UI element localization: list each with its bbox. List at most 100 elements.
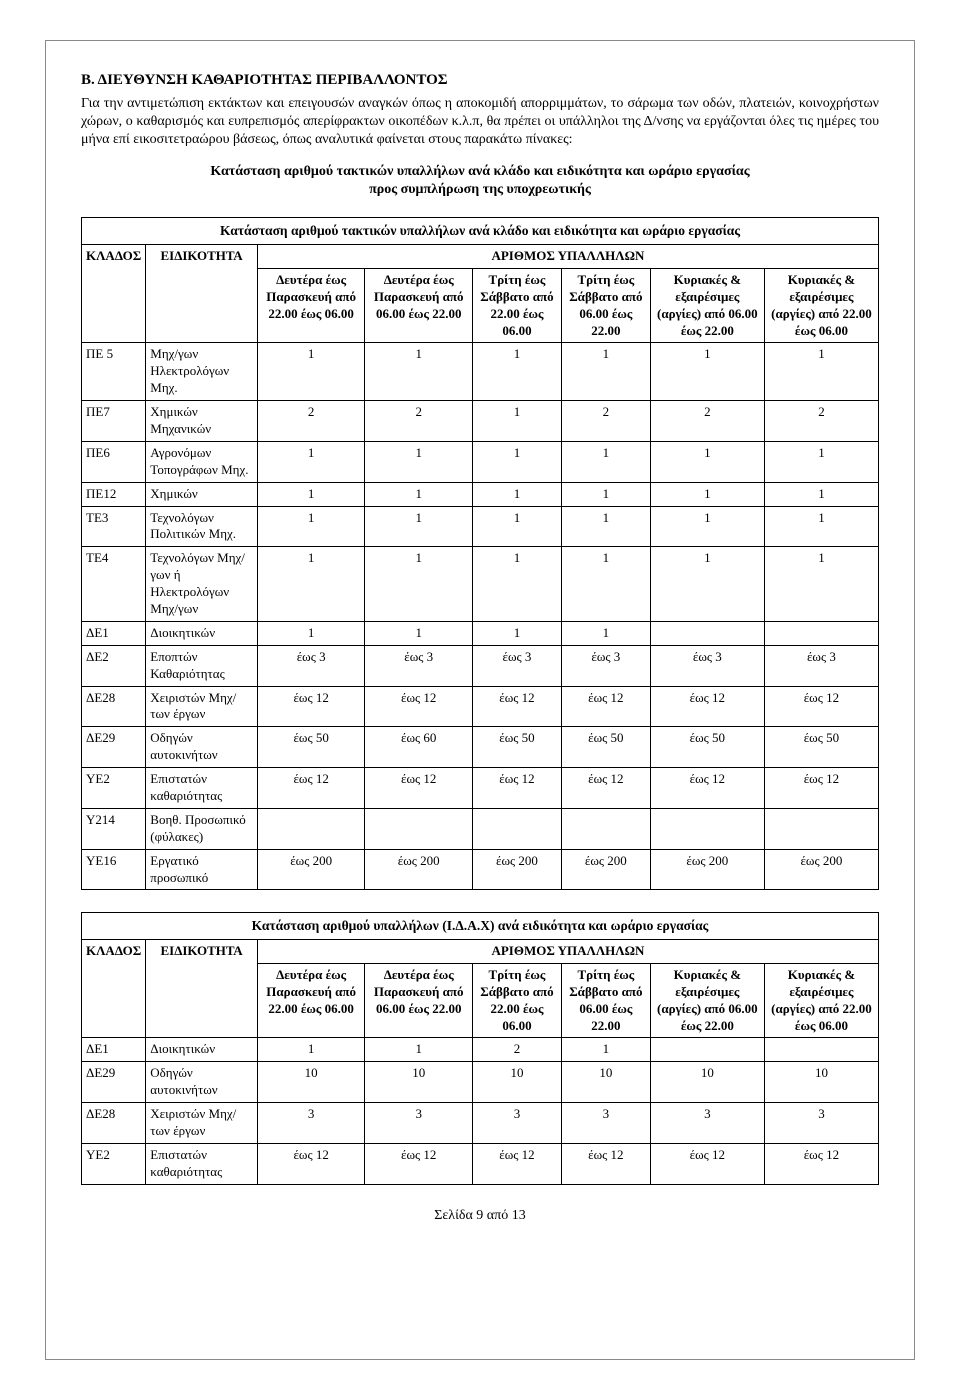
cell-value: έως 3 xyxy=(561,645,650,686)
th-col4: Κυριακές & εξαιρέσιμες (αργίες) από 06.0… xyxy=(650,268,764,343)
cell-eidikotita: Χειριστών Μηχ/των έργων xyxy=(146,686,258,727)
table-idax: Κατάσταση αριθμού υπαλλήλων (Ι.Δ.Α.Χ) αν… xyxy=(81,912,879,1184)
cell-value: έως 3 xyxy=(650,645,764,686)
table-row: ΠΕ 5Μηχ/γων Ηλεκτρολόγων Μηχ.111111 xyxy=(82,343,879,401)
document-page: Β. ΔΙΕΥΘΥΝΣΗ ΚΑΘΑΡΙΟΤΗΤΑΣ ΠΕΡΙΒΑΛΛΟΝΤΟΣ … xyxy=(45,40,915,1360)
cell-eidikotita: Επιστατών καθαριότητας xyxy=(146,768,258,809)
table-row: ΠΕ7Χημικών Μηχανικών221222 xyxy=(82,401,879,442)
table-row: ΔΕ1Διοικητικών1111 xyxy=(82,621,879,645)
cell-eidikotita: Τεχνολόγων Πολιτικών Μηχ. xyxy=(146,506,258,547)
cell-value: 1 xyxy=(764,547,878,622)
cell-value: έως 12 xyxy=(650,768,764,809)
cell-value: 1 xyxy=(257,441,365,482)
cell-value: 10 xyxy=(764,1062,878,1103)
th-klados: ΚΛΑΔΟΣ xyxy=(82,244,146,342)
cell-value: έως 200 xyxy=(764,849,878,890)
cell-value: 1 xyxy=(365,621,473,645)
th-col2: Τρίτη έως Σάββατο από 22.00 έως 06.00 xyxy=(473,268,562,343)
cell-value: έως 12 xyxy=(650,686,764,727)
cell-value: έως 50 xyxy=(764,727,878,768)
cell-value: 10 xyxy=(257,1062,365,1103)
table-row: ΤΕ4Τεχνολόγων Μηχ/γων ή Ηλεκτρολόγων Μηχ… xyxy=(82,547,879,622)
cell-value: 3 xyxy=(764,1103,878,1144)
th-col1: Δευτέρα έως Παρασκευή από 06.00 έως 22.0… xyxy=(365,268,473,343)
cell-klados: ΤΕ3 xyxy=(82,506,146,547)
table-row: ΥΕ2Επιστατών καθαριότηταςέως 12έως 12έως… xyxy=(82,1143,879,1184)
cell-klados: ΥΕ16 xyxy=(82,849,146,890)
th2-arithmos: ΑΡΙΘΜΟΣ ΥΠΑΛΛΗΛΩΝ xyxy=(257,940,878,964)
cell-klados: ΠΕ 5 xyxy=(82,343,146,401)
cell-value: 10 xyxy=(650,1062,764,1103)
cell-value: 1 xyxy=(561,1038,650,1062)
table-row: ΠΕ12Χημικών111111 xyxy=(82,482,879,506)
cell-value: 2 xyxy=(650,401,764,442)
cell-value: 1 xyxy=(650,506,764,547)
cell-value xyxy=(365,808,473,849)
cell-value: 1 xyxy=(365,343,473,401)
cell-value: έως 200 xyxy=(365,849,473,890)
cell-klados: Υ214 xyxy=(82,808,146,849)
cell-value: 1 xyxy=(473,343,562,401)
cell-value xyxy=(650,1038,764,1062)
table-row: ΔΕ1Διοικητικών1121 xyxy=(82,1038,879,1062)
cell-value: 1 xyxy=(473,441,562,482)
table-row: ΔΕ28Χειριστών Μηχ/των έργωνέως 12έως 12έ… xyxy=(82,686,879,727)
cell-klados: ΔΕ29 xyxy=(82,1062,146,1103)
cell-value: 1 xyxy=(650,547,764,622)
cell-eidikotita: Χημικών Μηχανικών xyxy=(146,401,258,442)
cell-value: 1 xyxy=(764,482,878,506)
cell-value xyxy=(650,808,764,849)
th-arithmos: ΑΡΙΘΜΟΣ ΥΠΑΛΛΗΛΩΝ xyxy=(257,244,878,268)
cell-value xyxy=(764,808,878,849)
cell-value: 3 xyxy=(650,1103,764,1144)
cell-klados: ΠΕ7 xyxy=(82,401,146,442)
table-row: ΔΕ29Οδηγών αυτοκινήτων101010101010 xyxy=(82,1062,879,1103)
cell-value: 1 xyxy=(561,343,650,401)
cell-value: 1 xyxy=(365,547,473,622)
cell-value: 1 xyxy=(650,482,764,506)
subtitle-line2: προς συμπλήρωση της υποχρεωτικής xyxy=(369,182,591,197)
cell-value: 2 xyxy=(365,401,473,442)
cell-klados: ΠΕ12 xyxy=(82,482,146,506)
cell-value: 1 xyxy=(257,506,365,547)
th2-klados: ΚΛΑΔΟΣ xyxy=(82,940,146,1038)
th2-col0: Δευτέρα έως Παρασκευή από 22.00 έως 06.0… xyxy=(257,963,365,1038)
cell-klados: ΔΕ2 xyxy=(82,645,146,686)
cell-value: 3 xyxy=(473,1103,562,1144)
cell-value: 1 xyxy=(561,482,650,506)
cell-value: έως 50 xyxy=(473,727,562,768)
cell-value: 1 xyxy=(365,482,473,506)
cell-value: 1 xyxy=(561,547,650,622)
cell-value: έως 50 xyxy=(257,727,365,768)
table-row: ΤΕ3Τεχνολόγων Πολιτικών Μηχ.111111 xyxy=(82,506,879,547)
cell-value: 2 xyxy=(561,401,650,442)
cell-value: 1 xyxy=(473,506,562,547)
subtitle-line1: Κατάσταση αριθμού τακτικών υπαλλήλων ανά… xyxy=(210,164,749,179)
cell-value: έως 12 xyxy=(473,686,562,727)
cell-value: 1 xyxy=(561,506,650,547)
cell-value: έως 3 xyxy=(365,645,473,686)
th-col0: Δευτέρα έως Παρασκευή από 22.00 έως 06.0… xyxy=(257,268,365,343)
cell-eidikotita: Χημικών xyxy=(146,482,258,506)
cell-value: 10 xyxy=(473,1062,562,1103)
section-heading: Β. ΔΙΕΥΘΥΝΣΗ ΚΑΘΑΡΙΟΤΗΤΑΣ ΠΕΡΙΒΑΛΛΟΝΤΟΣ xyxy=(81,71,879,91)
page-footer: Σελίδα 9 από 13 xyxy=(81,1207,879,1225)
cell-value: 1 xyxy=(561,621,650,645)
cell-klados: ΔΕ1 xyxy=(82,1038,146,1062)
cell-value: 1 xyxy=(257,343,365,401)
table-row: ΥΕ2Επιστατών καθαριότηταςέως 12έως 12έως… xyxy=(82,768,879,809)
cell-value xyxy=(650,621,764,645)
cell-value: 1 xyxy=(561,441,650,482)
th2-col1: Δευτέρα έως Παρασκευή από 06.00 έως 22.0… xyxy=(365,963,473,1038)
cell-klados: ΤΕ4 xyxy=(82,547,146,622)
table2-caption: Κατάσταση αριθμού υπαλλήλων (Ι.Δ.Α.Χ) αν… xyxy=(81,912,879,939)
cell-value: 1 xyxy=(365,506,473,547)
cell-value: έως 12 xyxy=(365,686,473,727)
cell-klados: ΥΕ2 xyxy=(82,768,146,809)
cell-value: 1 xyxy=(365,1038,473,1062)
cell-value: έως 12 xyxy=(257,1143,365,1184)
cell-eidikotita: Τεχνολόγων Μηχ/γων ή Ηλεκτρολόγων Μηχ/γω… xyxy=(146,547,258,622)
th-col5: Κυριακές & εξαιρέσιμες (αργίες) από 22.0… xyxy=(764,268,878,343)
table-row: ΥΕ16Εργατικό προσωπικόέως 200έως 200έως … xyxy=(82,849,879,890)
cell-value: 1 xyxy=(257,1038,365,1062)
